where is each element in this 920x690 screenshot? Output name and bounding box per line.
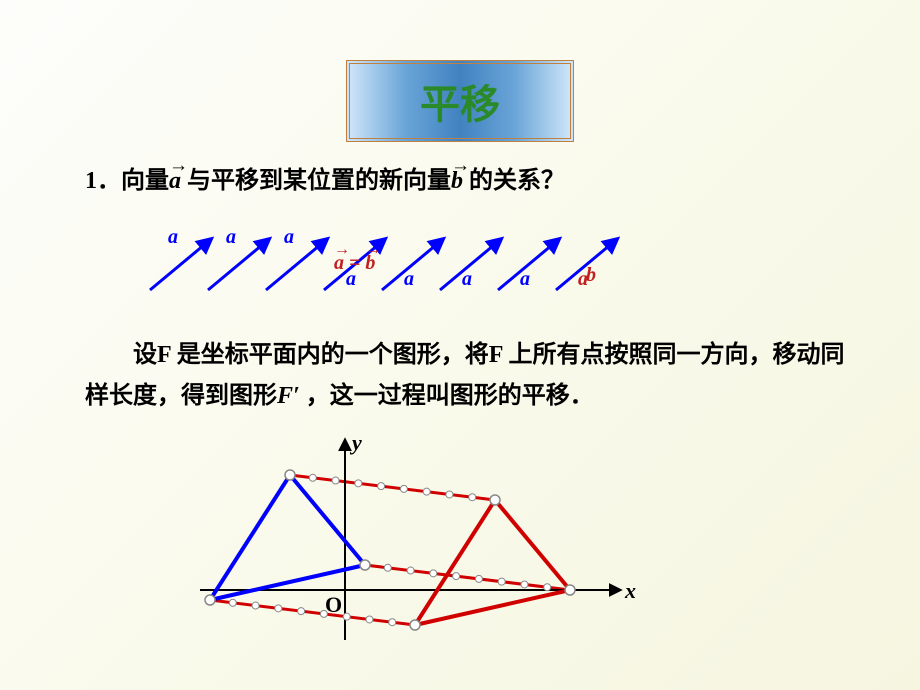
vector-array: aaaaa = baaaab bbox=[140, 210, 700, 310]
definition-paragraph: 设F 是坐标平面内的一个图形，将F 上所有点按照同一方向，移动同样长度，得到图形… bbox=[85, 335, 860, 417]
para-text: 设F 是坐标平面内的一个图形，将F 上所有点按照同一方向，移动同样长度，得到图形… bbox=[85, 342, 845, 409]
vector-label: a bbox=[520, 268, 530, 291]
title-text: 平移 bbox=[420, 82, 500, 127]
vec-a: a bbox=[169, 168, 181, 195]
q1-prefix: 1．向量 bbox=[85, 168, 169, 194]
translation-diagram: y x O bbox=[180, 430, 740, 670]
vec-b: b bbox=[451, 168, 463, 195]
vector-label: a bbox=[462, 268, 472, 291]
vector-eq-label: a = b bbox=[334, 252, 375, 275]
vector-label: a bbox=[284, 226, 294, 249]
vector-label: a bbox=[404, 268, 414, 291]
title-box: 平移 bbox=[346, 60, 574, 142]
vector-label: a bbox=[226, 226, 236, 249]
origin-label: O bbox=[325, 592, 342, 618]
x-axis-label: x bbox=[625, 578, 636, 604]
vector-label: a bbox=[168, 226, 178, 249]
y-axis-label: y bbox=[352, 430, 362, 456]
diagram-svg bbox=[180, 430, 740, 670]
vector-label-b: b bbox=[586, 264, 596, 287]
vector-arrow: ab bbox=[546, 220, 626, 300]
question-1: 1．向量a 与平移到某位置的新向量b 的关系？ bbox=[85, 160, 565, 195]
q1-suffix: 的关系？ bbox=[463, 168, 565, 194]
q1-mid: 与平移到某位置的新向量 bbox=[181, 168, 451, 194]
